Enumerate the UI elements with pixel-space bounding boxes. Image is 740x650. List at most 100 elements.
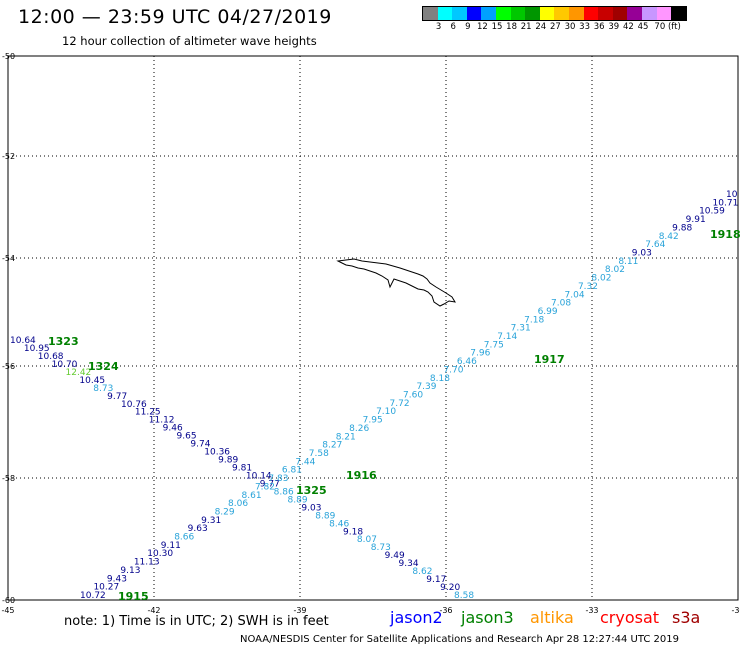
pass-time-label: 1916 xyxy=(346,469,377,482)
pass-time-label: 1918 xyxy=(710,228,740,241)
y-tick-label: -52 xyxy=(2,152,15,161)
pass-track-a: 10.6410.9510.6810.7012.4210.458.739.7710… xyxy=(10,336,474,601)
wave-height-value: 9.88 xyxy=(672,223,692,233)
colorbar-swatch xyxy=(437,7,453,20)
colorbar-swatch xyxy=(452,7,467,20)
map-title: 12:00 — 23:59 UTC 04/27/2019 xyxy=(18,6,332,28)
colorbar-swatch xyxy=(627,7,642,20)
colorbar-swatch xyxy=(671,7,686,20)
wave-height-value: 10.70 xyxy=(52,360,78,370)
credit-line: NOAA/NESDIS Center for Satellite Applica… xyxy=(240,634,679,645)
wave-height-value: 7.82 xyxy=(255,482,275,492)
wave-height-value: 7.83 xyxy=(268,474,288,484)
wave-height-value: 7.14 xyxy=(497,332,517,342)
pass-time-label: 1917 xyxy=(534,353,565,366)
x-tick-label: -42 xyxy=(147,606,160,615)
pass-time-label: 1325 xyxy=(296,484,327,497)
y-tick-label: -54 xyxy=(2,254,15,263)
wave-height-value: 10.30 xyxy=(147,549,173,559)
colorbar-swatch xyxy=(612,7,628,20)
wave-height-value: 8.21 xyxy=(336,432,356,442)
colorbar-label: 6 xyxy=(450,22,456,32)
colorbar-label: 21 xyxy=(520,22,532,32)
pass-time-label: 1323 xyxy=(48,335,79,348)
wave-height-value: 11.13 xyxy=(134,558,160,568)
wave-height-value: 7.58 xyxy=(309,449,329,459)
wave-height-value: 7.75 xyxy=(484,340,504,350)
wave-height-value: 9.89 xyxy=(218,456,238,466)
wave-height-value: 9.31 xyxy=(201,516,221,526)
wave-height-value: 9.20 xyxy=(440,583,460,593)
map-subtitle: 12 hour collection of altimeter wave hei… xyxy=(62,34,317,48)
colorbar-label: 70 (ft) xyxy=(654,22,681,32)
wave-height-value: 9.18 xyxy=(343,527,363,537)
colorbar-swatch xyxy=(510,7,526,20)
wave-height-value: 8.18 xyxy=(430,374,450,384)
wave-height-value: 8.66 xyxy=(174,533,194,543)
wave-height-value: 9.65 xyxy=(177,432,197,442)
wave-height-value: 8.62 xyxy=(412,567,432,577)
wave-height-value: 7.95 xyxy=(363,416,383,426)
x-tick-label: -39 xyxy=(293,606,306,615)
wave-height-value: 7.18 xyxy=(524,315,544,325)
wave-height-value: 7.72 xyxy=(390,399,410,409)
wave-height-value: 10.95 xyxy=(24,344,50,354)
legend-jason3: jason3 xyxy=(461,608,514,627)
colorbar-label: 39 xyxy=(608,22,620,32)
pass-time-label: 1324 xyxy=(88,360,119,373)
colorbar-label: 27 xyxy=(549,22,561,32)
wave-height-value: 8.89 xyxy=(315,511,335,521)
x-tick-label: -33 xyxy=(585,606,598,615)
colorbar-swatch xyxy=(598,7,613,20)
wave-height-value: 8.73 xyxy=(93,384,113,394)
colorbar-label: 24 xyxy=(535,22,547,32)
wave-height-value: 9.77 xyxy=(107,392,127,402)
map-frame xyxy=(7,55,739,601)
south-georgia-island-outline xyxy=(336,258,456,307)
wave-height-value: 9.11 xyxy=(161,541,181,551)
wave-height-value: 7.04 xyxy=(565,290,585,300)
wave-height-value: 9.74 xyxy=(190,440,210,450)
colorbar-swatch xyxy=(525,7,540,20)
axis-ticks: -45 -42 -39 -36 -33 -30 -50 -52 -54 -56 -58 -60 xyxy=(1,52,740,615)
legend-altika: altika xyxy=(530,608,574,627)
wave-height-value: 9.46 xyxy=(163,424,183,434)
graticule xyxy=(8,56,738,600)
pass-time-label: 1915 xyxy=(118,590,149,603)
colorbar-swatch xyxy=(641,7,657,20)
colorbar-swatch xyxy=(656,7,672,20)
wave-height-value: 11.25 xyxy=(135,408,161,418)
legend-cryosat: cryosat xyxy=(600,608,660,627)
wave-height-value: 8.02 xyxy=(605,265,625,275)
wave-height-value: 9.77 xyxy=(260,479,280,489)
y-tick-label: -60 xyxy=(2,596,15,605)
colorbar-label: 9 xyxy=(465,22,471,32)
wave-height-value: 8.27 xyxy=(322,441,342,451)
wave-height-value: 7.08 xyxy=(551,299,571,309)
colorbar-swatch xyxy=(568,7,584,20)
wave-height-value: 10.76 xyxy=(121,400,147,410)
y-tick-label: -56 xyxy=(2,362,15,371)
colorbar-label: 12 xyxy=(476,22,488,32)
units-note: note: 1) Time is in UTC; 2) SWH is in fe… xyxy=(64,614,329,629)
legend-jason2: jason2 xyxy=(390,608,443,627)
wave-height-value: 8.06 xyxy=(228,499,248,509)
wave-height-value: 7.10 xyxy=(376,407,396,417)
wave-height-value: 9.13 xyxy=(120,566,140,576)
wave-height-value: 8.61 xyxy=(242,491,262,501)
wave-height-value: 10.64 xyxy=(10,336,36,346)
colorbar-label: 3 xyxy=(435,22,442,32)
wave-height-value: 10.45 xyxy=(79,376,105,386)
colorbar-swatch xyxy=(423,7,438,20)
wave-height-value: 10 xyxy=(726,190,738,200)
wave-height-colorbar xyxy=(422,6,687,21)
pass-track-b: 10.7210.279.439.1311.1310.309.118.669.63… xyxy=(80,190,738,601)
colorbar-swatch xyxy=(481,7,496,20)
x-tick-label: -36 xyxy=(439,606,452,615)
wave-height-value: 9.03 xyxy=(301,503,321,513)
wave-height-value: 9.34 xyxy=(399,559,419,569)
wave-height-value: 10.68 xyxy=(38,352,64,362)
wave-height-value: 9.91 xyxy=(686,215,706,225)
colorbar-swatch xyxy=(466,7,482,20)
